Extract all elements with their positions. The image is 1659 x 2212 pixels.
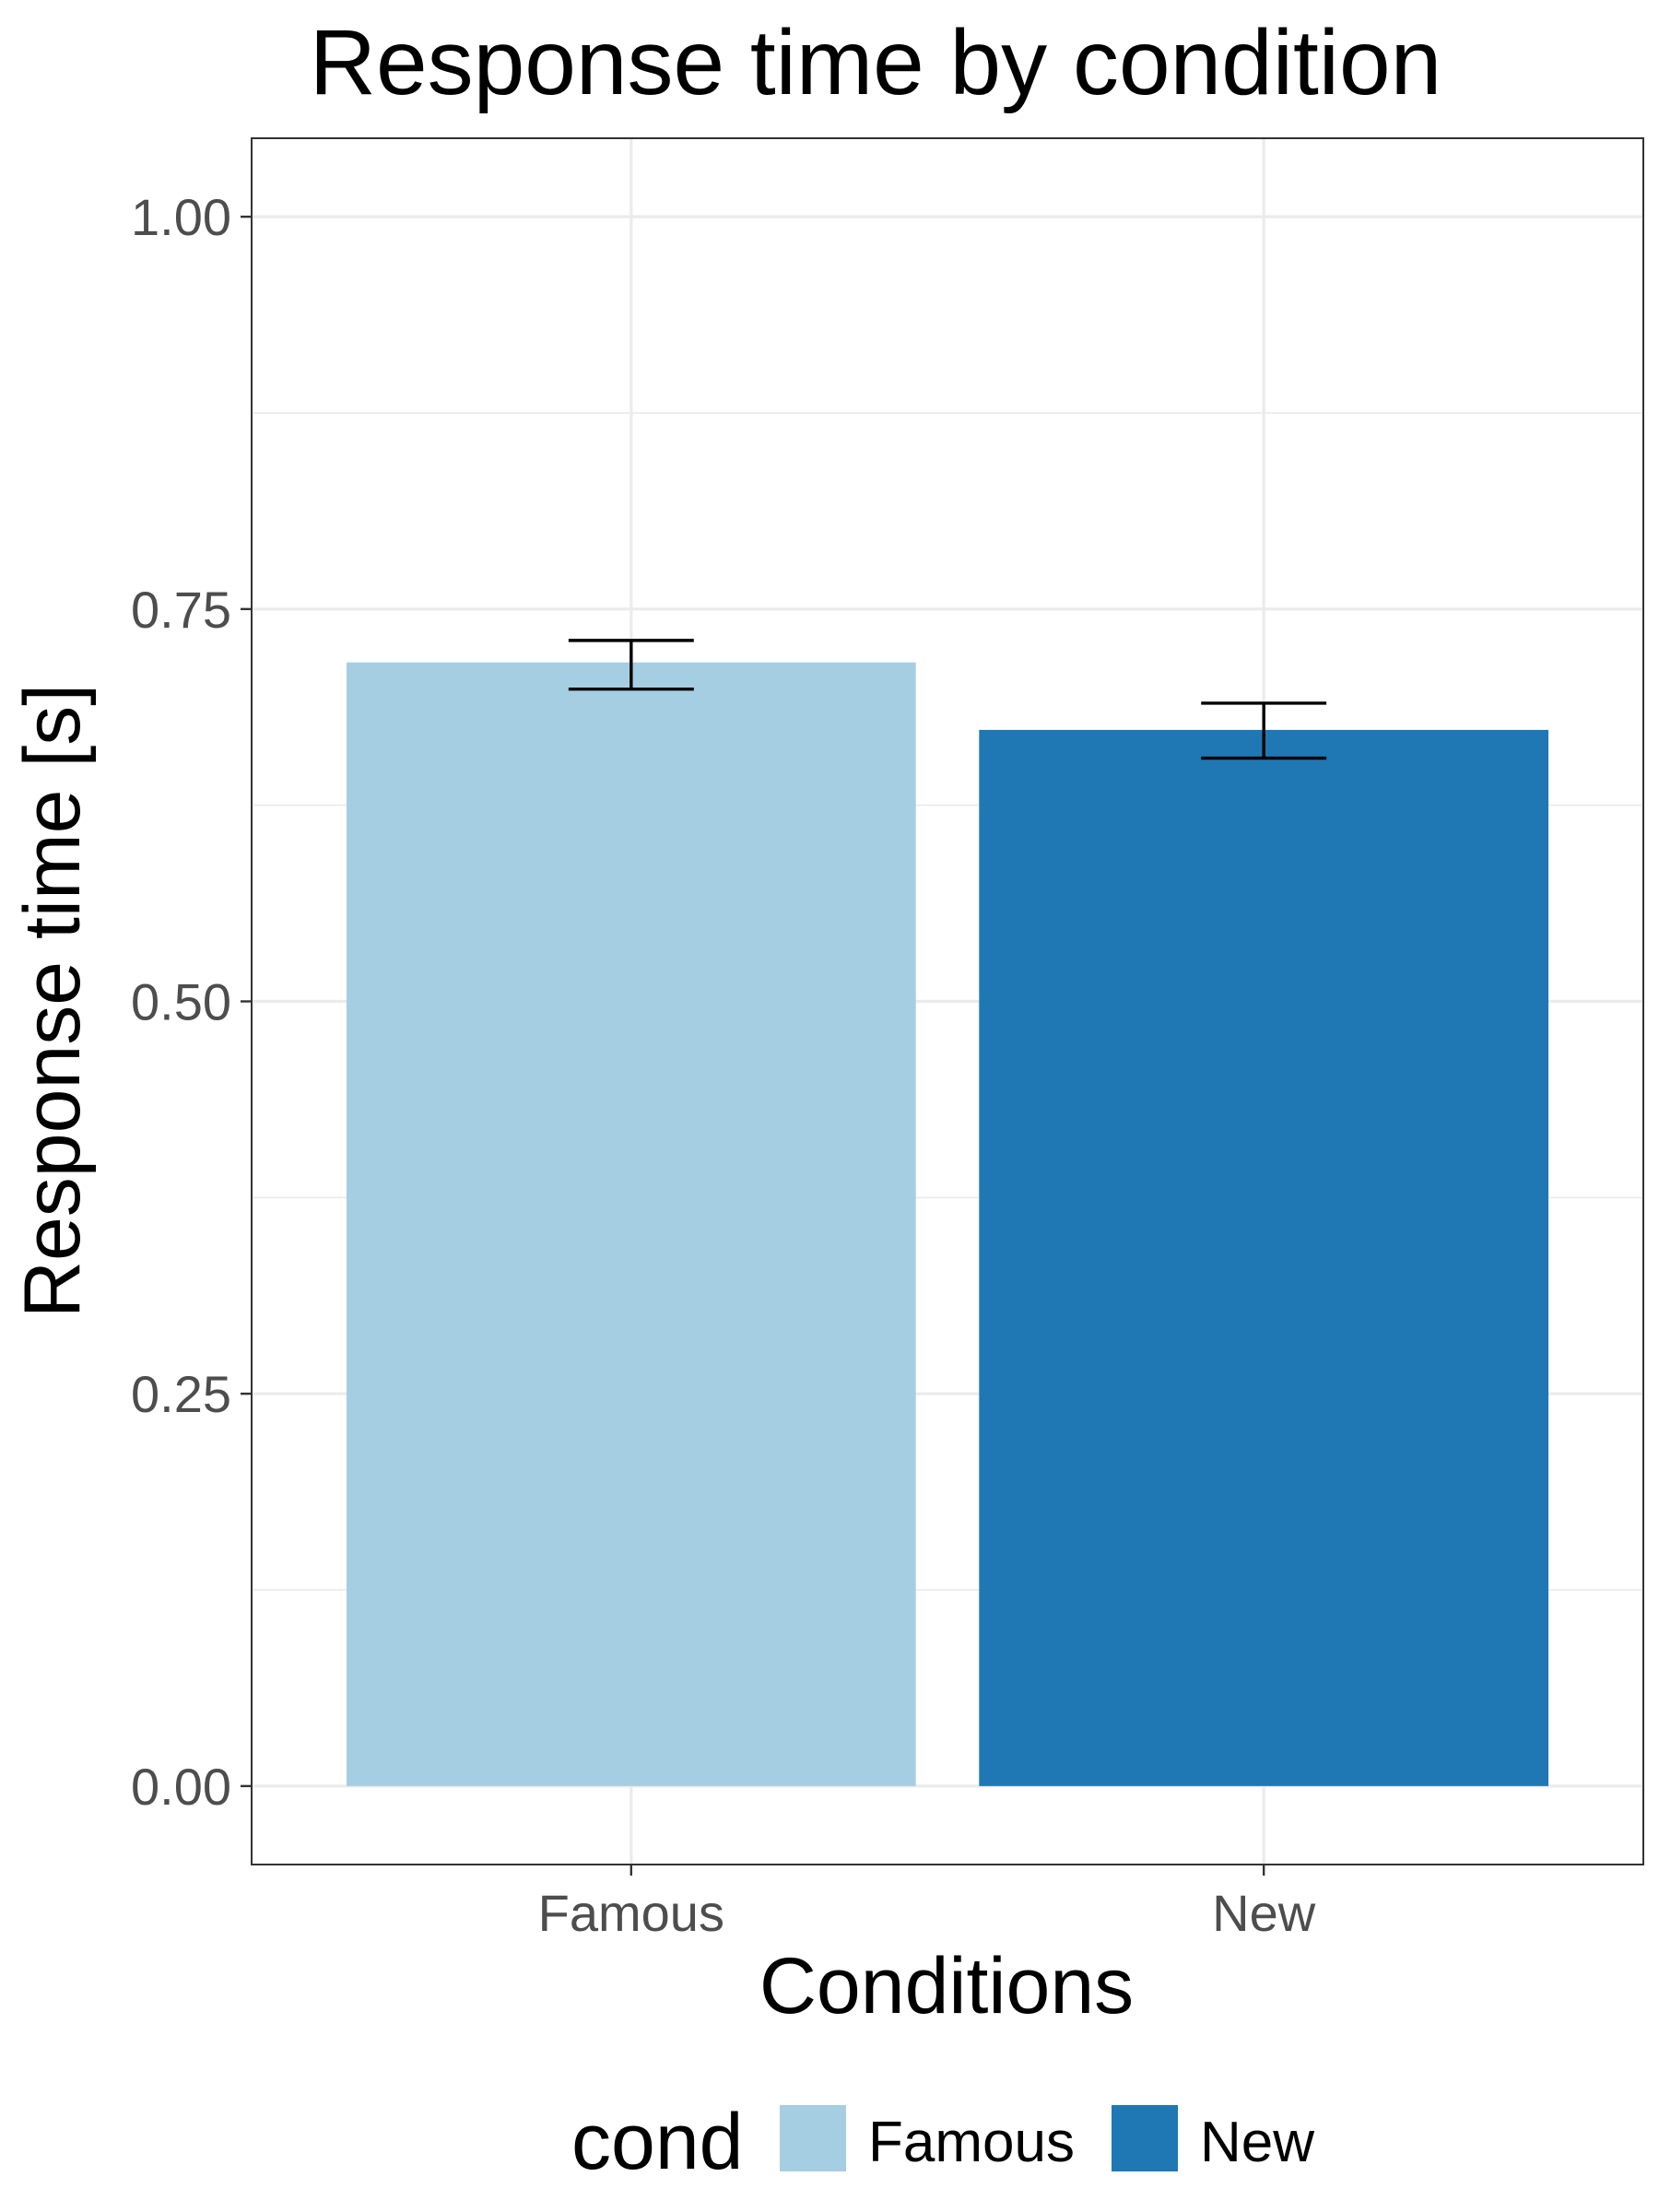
y-tick-label: 0.25 xyxy=(131,1365,231,1423)
legend-swatch xyxy=(1112,2105,1178,2171)
bar-famous xyxy=(346,662,916,1786)
error-bar-famous xyxy=(568,639,694,691)
x-axis-title: Conditions xyxy=(759,1942,1134,2030)
y-tick-label: 0.50 xyxy=(131,973,231,1031)
x-tick-label: New xyxy=(1212,1884,1316,1942)
y-tick-label: 0.75 xyxy=(131,581,231,639)
y-tick-label: 1.00 xyxy=(131,188,231,246)
legend-item-famous: Famous xyxy=(780,2105,1075,2174)
bars xyxy=(346,662,1549,1786)
x-tick-label: Famous xyxy=(538,1884,724,1942)
bar-new xyxy=(979,729,1549,1786)
y-tick-label: 0.00 xyxy=(131,1758,231,1816)
legend-title: cond xyxy=(571,2098,744,2186)
x-axis: Famous New xyxy=(538,1865,1316,1942)
error-bars xyxy=(568,639,1327,760)
chart-title: Response time by condition xyxy=(310,11,1441,114)
error-bar-new xyxy=(1201,701,1327,760)
legend-label: New xyxy=(1200,2111,1314,2174)
legend-swatch xyxy=(780,2105,846,2171)
y-axis: 0.00 0.25 0.50 0.75 1.00 xyxy=(131,188,252,1816)
y-axis-title: Response time [s] xyxy=(8,684,97,1318)
legend-label: Famous xyxy=(868,2111,1075,2174)
legend-items: Famous New xyxy=(780,2105,1314,2174)
legend-item-new: New xyxy=(1112,2105,1314,2174)
legend: cond Famous New xyxy=(571,2098,1314,2186)
